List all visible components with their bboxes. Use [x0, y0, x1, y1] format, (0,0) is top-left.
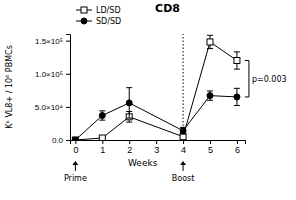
- x-tick-mark: [237, 140, 238, 144]
- x-tick: 1: [100, 140, 105, 155]
- series: [72, 35, 240, 140]
- x-tick-label: 3: [154, 145, 159, 155]
- x-tick-label: 1: [100, 145, 105, 155]
- x-tick-label: 6: [235, 145, 240, 155]
- event-arrow: [75, 164, 76, 171]
- x-tick: 5: [208, 140, 213, 155]
- x-tick-mark: [156, 140, 157, 144]
- data-point: [72, 137, 78, 140]
- y-tick: 0.0: [52, 136, 70, 145]
- data-point: [207, 93, 213, 99]
- data-point: [207, 39, 213, 45]
- data-point: [99, 112, 105, 118]
- p-bracket: [245, 61, 249, 97]
- data-point: [126, 100, 132, 106]
- x-tick-label: 0: [73, 145, 78, 155]
- x-tick: 4: [181, 140, 186, 155]
- legend: LD/SD SD/SD: [76, 6, 121, 26]
- plot-area: [72, 35, 240, 140]
- data-point: [234, 94, 240, 100]
- y-tick-label: 1.0×10⁵: [35, 70, 63, 79]
- y-tick-label: 1.5×10⁵: [35, 37, 63, 46]
- x-tick-label: 5: [208, 145, 213, 155]
- legend-label: SD/SD: [96, 17, 121, 26]
- series: [72, 88, 240, 140]
- legend-item: SD/SD: [76, 17, 121, 26]
- x-axis-title: Weeks: [128, 158, 158, 168]
- x-tick: 2: [127, 140, 132, 155]
- x-tick-label: 2: [127, 145, 132, 155]
- x-tick: 3: [154, 140, 159, 155]
- legend-marker: [81, 7, 87, 13]
- data-point: [72, 137, 78, 140]
- error-bar: [126, 88, 132, 118]
- error-bar: [207, 35, 213, 48]
- x-tick-mark: [102, 140, 103, 144]
- p-value: p=0.003: [252, 75, 287, 84]
- event-arrow: [183, 164, 184, 171]
- x-tick-mark: [183, 140, 184, 144]
- x-tick: 0: [73, 140, 78, 155]
- legend-label: LD/SD: [96, 6, 121, 15]
- x-axis: 0 1 2 3 4 5 6: [71, 140, 246, 155]
- x-tick-mark: [210, 140, 211, 144]
- x-axis-line: [71, 141, 246, 145]
- error-bar: [207, 91, 213, 100]
- y-tick: 1.0×10⁵: [35, 70, 70, 79]
- series-line: [75, 42, 237, 140]
- y-tick-mark: [66, 41, 70, 42]
- data-point: [180, 134, 186, 140]
- y-tick: 5.0×10⁴: [35, 103, 70, 112]
- title: CD8: [155, 2, 180, 15]
- error-bar: [234, 52, 240, 69]
- error-bar: [99, 111, 105, 120]
- bracket-line: [245, 61, 249, 97]
- error-bar: [180, 127, 186, 134]
- y-tick: 1.5×10⁵: [35, 37, 70, 46]
- y-axis: 0.0 5.0×10⁴ 1.0×10⁵ 1.5×10⁵: [35, 35, 71, 146]
- y-tick-mark: [66, 74, 70, 75]
- legend-item: LD/SD: [76, 6, 121, 15]
- event-arrowhead: [72, 161, 78, 165]
- y-axis-line: [66, 35, 71, 141]
- error-bar: [234, 88, 240, 105]
- y-tick-label: 0.0: [52, 136, 64, 145]
- chart: CD8 0 1 2 3 4 5 6 0.0 5.0×10⁴ 1.0×10⁵ 1.5×10⁵ Weeks K…: [0, 0, 296, 200]
- y-tick-label: 5.0×10⁴: [35, 103, 64, 112]
- y-axis-title: Kᵇ VL8+ / 10⁶ PBMCs: [5, 45, 14, 129]
- data-point: [99, 135, 105, 140]
- event-marker: [180, 34, 186, 171]
- x-tick: 6: [235, 140, 240, 155]
- data-point: [180, 128, 186, 134]
- series-line: [75, 96, 237, 140]
- event-line: [183, 34, 184, 140]
- data-point: [234, 58, 240, 64]
- x-tick-mark: [75, 140, 76, 144]
- x-tick-label: 4: [181, 145, 186, 155]
- event-label: Boost: [172, 174, 195, 183]
- event-arrowhead: [180, 161, 186, 165]
- y-tick-mark: [66, 140, 70, 141]
- y-tick-mark: [66, 107, 70, 108]
- event-marker: [72, 161, 78, 171]
- event-label: Prime: [64, 174, 87, 183]
- legend-marker: [81, 18, 87, 24]
- x-tick-mark: [129, 140, 130, 144]
